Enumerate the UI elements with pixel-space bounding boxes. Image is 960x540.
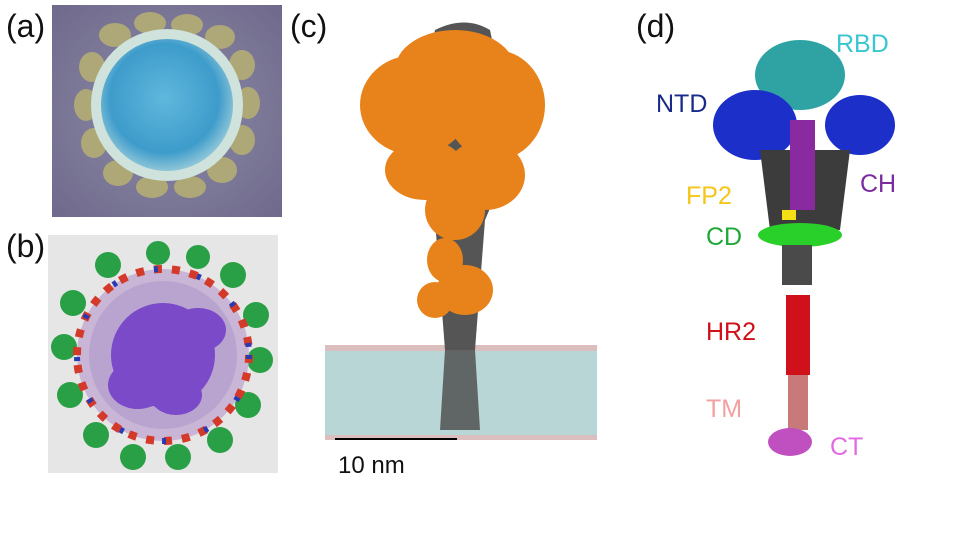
virion-micrograph: [52, 5, 282, 217]
label-rbd: RBD: [836, 30, 889, 58]
scale-bar-label: 10 nm: [338, 452, 405, 479]
label-ntd: NTD: [656, 90, 708, 118]
panel-label-a: (a): [6, 8, 46, 44]
spike-membrane-model: [325, 22, 597, 440]
label-ct: CT: [830, 433, 864, 461]
label-cd: CD: [706, 223, 743, 251]
label-hr2: HR2: [706, 318, 757, 346]
spike-domain-model: [713, 40, 895, 456]
label-ch: CH: [860, 170, 897, 198]
label-tm: TM: [706, 395, 743, 423]
virion-illustration: [48, 235, 278, 473]
panel-label-c: (c): [290, 8, 328, 44]
label-fp2: FP2: [686, 182, 732, 210]
panel-label-d: (d): [636, 8, 676, 44]
panel-label-b: (b): [6, 228, 46, 264]
